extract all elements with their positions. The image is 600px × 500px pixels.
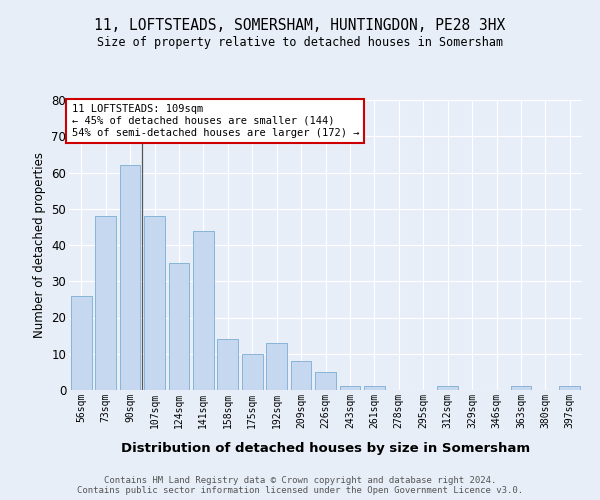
Bar — [193, 230, 214, 390]
X-axis label: Distribution of detached houses by size in Somersham: Distribution of detached houses by size … — [121, 442, 530, 455]
Text: 11 LOFTSTEADS: 109sqm
← 45% of detached houses are smaller (144)
54% of semi-det: 11 LOFTSTEADS: 109sqm ← 45% of detached … — [71, 104, 359, 138]
Text: Size of property relative to detached houses in Somersham: Size of property relative to detached ho… — [97, 36, 503, 49]
Text: 11, LOFTSTEADS, SOMERSHAM, HUNTINGDON, PE28 3HX: 11, LOFTSTEADS, SOMERSHAM, HUNTINGDON, P… — [94, 18, 506, 32]
Bar — [217, 339, 238, 390]
Bar — [290, 361, 311, 390]
Text: Contains HM Land Registry data © Crown copyright and database right 2024.
Contai: Contains HM Land Registry data © Crown c… — [77, 476, 523, 495]
Bar — [364, 386, 385, 390]
Bar — [242, 354, 263, 390]
Bar — [511, 386, 532, 390]
Bar — [119, 165, 140, 390]
Bar — [437, 386, 458, 390]
Bar — [95, 216, 116, 390]
Bar — [559, 386, 580, 390]
Bar — [340, 386, 361, 390]
Bar — [71, 296, 92, 390]
Bar — [315, 372, 336, 390]
Bar — [266, 343, 287, 390]
Bar — [169, 263, 190, 390]
Y-axis label: Number of detached properties: Number of detached properties — [33, 152, 46, 338]
Bar — [144, 216, 165, 390]
